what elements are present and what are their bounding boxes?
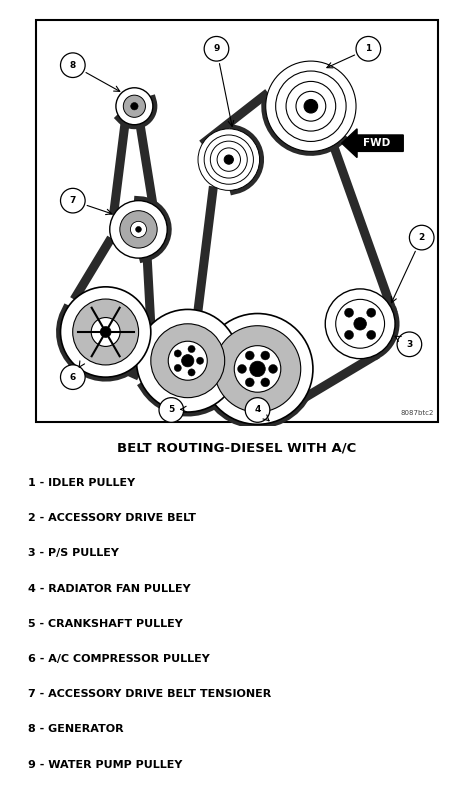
Circle shape <box>261 351 270 360</box>
Circle shape <box>61 365 85 390</box>
Circle shape <box>131 103 138 110</box>
Circle shape <box>345 308 354 317</box>
Text: 7 - ACCESSORY DRIVE BELT TENSIONER: 7 - ACCESSORY DRIVE BELT TENSIONER <box>28 689 272 699</box>
Text: 3: 3 <box>406 340 412 349</box>
Circle shape <box>210 141 247 178</box>
Text: 8 - GENERATOR: 8 - GENERATOR <box>28 724 124 734</box>
Circle shape <box>123 95 146 117</box>
Text: BELT ROUTING-DIESEL WITH A/C: BELT ROUTING-DIESEL WITH A/C <box>118 442 356 454</box>
Circle shape <box>61 287 151 377</box>
Circle shape <box>246 378 254 387</box>
Circle shape <box>296 92 326 121</box>
Circle shape <box>367 308 376 317</box>
Circle shape <box>137 309 239 412</box>
Circle shape <box>304 100 318 113</box>
Circle shape <box>250 361 265 377</box>
Text: 9: 9 <box>213 45 219 53</box>
Circle shape <box>168 341 207 380</box>
Circle shape <box>116 88 153 124</box>
Text: 2: 2 <box>419 233 425 242</box>
Circle shape <box>276 71 346 141</box>
Circle shape <box>174 364 182 371</box>
Text: 6 - A/C COMPRESSOR PULLEY: 6 - A/C COMPRESSOR PULLEY <box>28 654 210 664</box>
Circle shape <box>91 317 120 347</box>
Circle shape <box>100 327 111 337</box>
Circle shape <box>61 53 85 77</box>
Text: 5: 5 <box>168 406 174 414</box>
Text: 4 - RADIATOR FAN PULLEY: 4 - RADIATOR FAN PULLEY <box>28 583 191 594</box>
Circle shape <box>269 364 277 373</box>
Circle shape <box>224 155 233 164</box>
Circle shape <box>266 61 356 151</box>
Circle shape <box>325 289 395 359</box>
Text: 3 - P/S PULLEY: 3 - P/S PULLEY <box>28 548 119 559</box>
Circle shape <box>196 357 204 364</box>
Text: 4: 4 <box>255 406 261 414</box>
Circle shape <box>188 369 195 376</box>
Text: FWD: FWD <box>363 138 390 148</box>
Text: 5 - CRANKSHAFT PULLEY: 5 - CRANKSHAFT PULLEY <box>28 618 183 629</box>
Circle shape <box>246 351 254 360</box>
Circle shape <box>286 81 336 131</box>
Circle shape <box>182 355 194 367</box>
Circle shape <box>204 135 254 184</box>
Text: 2 - ACCESSORY DRIVE BELT: 2 - ACCESSORY DRIVE BELT <box>28 513 196 524</box>
Circle shape <box>345 330 354 340</box>
Circle shape <box>245 398 270 422</box>
Circle shape <box>188 345 195 352</box>
Circle shape <box>136 226 141 232</box>
Circle shape <box>130 222 146 238</box>
Circle shape <box>73 299 138 365</box>
Text: 7: 7 <box>70 196 76 205</box>
Circle shape <box>61 188 85 213</box>
Circle shape <box>217 148 240 171</box>
Circle shape <box>151 324 225 398</box>
FancyBboxPatch shape <box>36 20 438 422</box>
Text: 9 - WATER PUMP PULLEY: 9 - WATER PUMP PULLEY <box>28 760 183 770</box>
Text: 8: 8 <box>70 61 76 69</box>
Polygon shape <box>342 129 403 158</box>
Circle shape <box>202 313 313 424</box>
Circle shape <box>198 129 260 190</box>
Circle shape <box>174 350 182 357</box>
Circle shape <box>237 364 246 373</box>
Circle shape <box>367 330 376 340</box>
Circle shape <box>397 332 422 356</box>
Circle shape <box>356 37 381 61</box>
Circle shape <box>261 378 270 387</box>
Circle shape <box>336 300 384 348</box>
Circle shape <box>410 226 434 250</box>
Circle shape <box>354 317 366 330</box>
Circle shape <box>120 210 157 248</box>
Text: 8087btc2: 8087btc2 <box>401 410 434 416</box>
Circle shape <box>159 398 183 422</box>
Text: 6: 6 <box>70 373 76 382</box>
Circle shape <box>214 326 301 412</box>
Circle shape <box>234 346 281 392</box>
Circle shape <box>110 201 167 258</box>
Text: 1: 1 <box>365 45 372 53</box>
Text: 1 - IDLER PULLEY: 1 - IDLER PULLEY <box>28 478 136 488</box>
Circle shape <box>204 37 229 61</box>
